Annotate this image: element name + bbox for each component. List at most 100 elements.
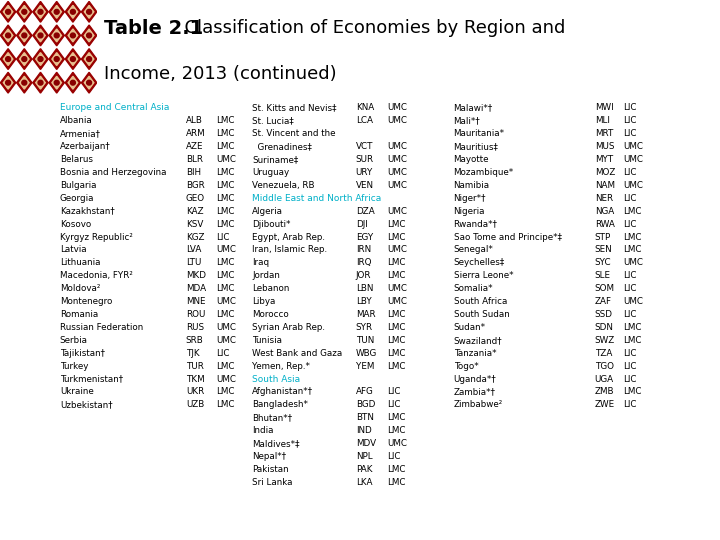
- Text: LMC: LMC: [216, 116, 235, 125]
- Text: LIC: LIC: [216, 233, 230, 241]
- Text: LMC: LMC: [216, 129, 235, 138]
- Text: Egypt, Arab Rep.: Egypt, Arab Rep.: [252, 233, 325, 241]
- Text: ZAF: ZAF: [595, 297, 612, 306]
- Text: LIC: LIC: [624, 220, 637, 228]
- Text: LIC: LIC: [624, 116, 637, 125]
- Text: BGR: BGR: [186, 181, 204, 190]
- Text: Rwanda*†: Rwanda*†: [454, 220, 498, 228]
- Text: UMC: UMC: [387, 297, 408, 306]
- Text: MLI: MLI: [595, 116, 610, 125]
- Text: LIC: LIC: [624, 271, 637, 280]
- Text: UMC: UMC: [216, 336, 236, 345]
- Polygon shape: [4, 5, 13, 18]
- Text: ALB: ALB: [186, 116, 202, 125]
- Circle shape: [22, 80, 27, 85]
- Circle shape: [6, 33, 11, 38]
- Text: LMC: LMC: [216, 258, 235, 267]
- Text: AFG: AFG: [356, 387, 374, 396]
- Text: Serbia: Serbia: [60, 336, 88, 345]
- Text: TKM: TKM: [186, 375, 204, 383]
- Text: NGA: NGA: [595, 207, 614, 215]
- Text: UMC: UMC: [624, 297, 644, 306]
- Text: TGO: TGO: [595, 362, 613, 370]
- Text: LIC: LIC: [387, 400, 401, 409]
- Text: TJK: TJK: [186, 349, 199, 357]
- Text: Turkey: Turkey: [60, 362, 88, 370]
- Text: UMC: UMC: [387, 104, 408, 112]
- Text: Sudan*: Sudan*: [454, 323, 486, 332]
- Text: Nepal*†: Nepal*†: [252, 452, 286, 461]
- Text: LMC: LMC: [387, 362, 406, 370]
- Text: RWA: RWA: [595, 220, 615, 228]
- Polygon shape: [36, 76, 45, 89]
- Text: Sao Tome and Principe*‡: Sao Tome and Principe*‡: [454, 233, 562, 241]
- Text: Seychelles‡: Seychelles‡: [454, 258, 505, 267]
- Text: BLR: BLR: [186, 155, 203, 164]
- Text: SYC: SYC: [595, 258, 611, 267]
- Polygon shape: [49, 72, 64, 93]
- Text: SSD: SSD: [595, 310, 613, 319]
- Polygon shape: [81, 49, 96, 70]
- Circle shape: [22, 33, 27, 38]
- Text: Zimbabwe²: Zimbabwe²: [454, 400, 503, 409]
- Circle shape: [6, 57, 11, 62]
- Polygon shape: [66, 25, 81, 46]
- Text: Kazakhstan†: Kazakhstan†: [60, 207, 114, 215]
- Circle shape: [38, 9, 43, 14]
- Text: Mozambique*: Mozambique*: [454, 168, 514, 177]
- Text: MAR: MAR: [356, 310, 375, 319]
- Text: LMC: LMC: [216, 362, 235, 370]
- Circle shape: [22, 57, 27, 62]
- Circle shape: [71, 80, 76, 85]
- Text: MKD: MKD: [186, 271, 206, 280]
- Text: India: India: [252, 426, 274, 435]
- Text: LMC: LMC: [624, 323, 642, 332]
- Text: JOR: JOR: [356, 271, 372, 280]
- Text: UMC: UMC: [216, 375, 236, 383]
- Text: Belarus: Belarus: [60, 155, 93, 164]
- Circle shape: [54, 57, 59, 62]
- Polygon shape: [84, 5, 94, 18]
- Polygon shape: [81, 2, 96, 22]
- Text: UMC: UMC: [387, 168, 408, 177]
- Text: Djibouti*: Djibouti*: [252, 220, 290, 228]
- Polygon shape: [36, 52, 45, 65]
- Text: Russian Federation: Russian Federation: [60, 323, 143, 332]
- Circle shape: [6, 80, 11, 85]
- Text: Swaziland†: Swaziland†: [454, 336, 503, 345]
- Text: LMC: LMC: [624, 207, 642, 215]
- Text: LMC: LMC: [216, 400, 235, 409]
- Circle shape: [38, 80, 43, 85]
- Text: MOZ: MOZ: [595, 168, 615, 177]
- Polygon shape: [52, 29, 61, 42]
- Text: UMC: UMC: [624, 258, 644, 267]
- Text: Mauritius‡: Mauritius‡: [454, 142, 498, 151]
- Text: Azerbaijan†: Azerbaijan†: [60, 142, 110, 151]
- Text: South Asia: South Asia: [252, 375, 300, 383]
- Text: Middle East and North Africa: Middle East and North Africa: [252, 194, 382, 203]
- Text: ZMB: ZMB: [595, 387, 614, 396]
- Circle shape: [86, 9, 91, 14]
- Circle shape: [54, 9, 59, 14]
- Text: IND: IND: [356, 426, 372, 435]
- Polygon shape: [36, 29, 45, 42]
- Text: Afghanistan*†: Afghanistan*†: [252, 387, 313, 396]
- Circle shape: [54, 80, 59, 85]
- Polygon shape: [66, 49, 81, 70]
- Text: Algeria: Algeria: [252, 207, 283, 215]
- Text: AZE: AZE: [186, 142, 203, 151]
- Text: St. Lucia‡: St. Lucia‡: [252, 116, 294, 125]
- Text: Maldives*‡: Maldives*‡: [252, 439, 300, 448]
- Text: SWZ: SWZ: [595, 336, 615, 345]
- Text: KAZ: KAZ: [186, 207, 203, 215]
- Text: SRB: SRB: [186, 336, 204, 345]
- Polygon shape: [33, 2, 48, 22]
- Polygon shape: [4, 29, 13, 42]
- Polygon shape: [36, 5, 45, 18]
- Polygon shape: [49, 25, 64, 46]
- Text: Niger*†: Niger*†: [454, 194, 486, 203]
- Text: Kosovo: Kosovo: [60, 220, 91, 228]
- Text: Jordan: Jordan: [252, 271, 280, 280]
- Polygon shape: [17, 49, 32, 70]
- Circle shape: [71, 33, 76, 38]
